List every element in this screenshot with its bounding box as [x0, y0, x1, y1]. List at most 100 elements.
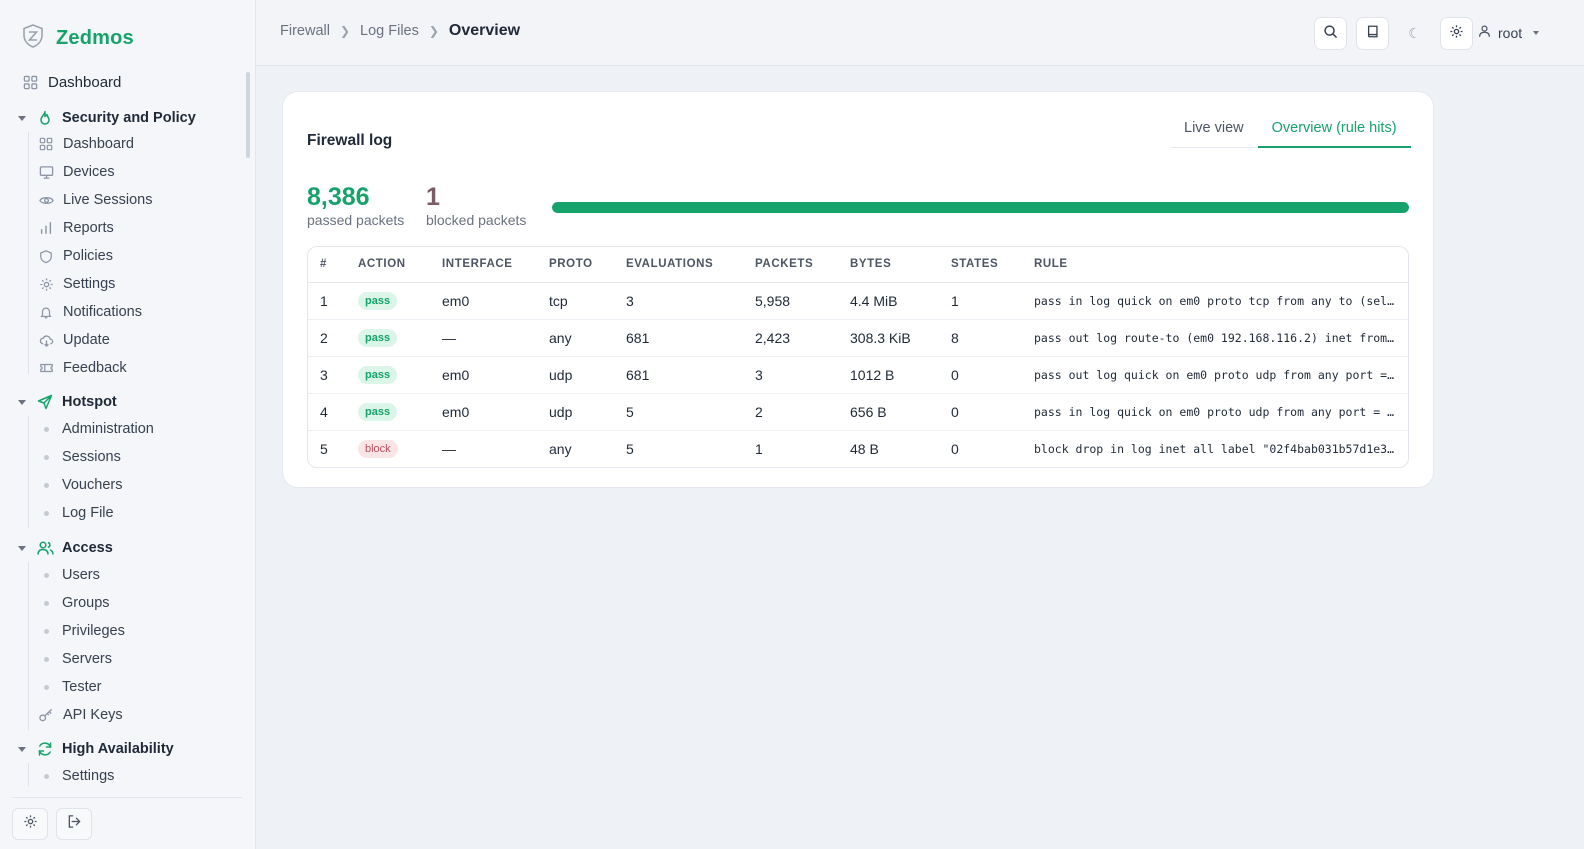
sidebar-item-devices[interactable]: Devices [38, 164, 115, 180]
action-badge: pass [358, 403, 398, 421]
action-cell: pass [346, 319, 430, 357]
sidebar-item-settings[interactable]: Settings [38, 276, 115, 292]
table-cell: 1 [939, 282, 1022, 320]
brand-name: Zedmos [56, 27, 134, 49]
blocked-stat: 1 blocked packets [426, 183, 526, 228]
sidebar-section-security-and-policy[interactable]: Security and Policy [18, 109, 196, 127]
sidebar-section-access[interactable]: Access [18, 539, 113, 557]
rule-hits-table: # ACTION INTERFACE PROTO EVALUATIONS PACKETS B… [307, 246, 1409, 468]
sidebar-item-privileges[interactable]: Privileges [44, 623, 125, 639]
table-row[interactable]: 4 pass em0 udp 5 2 656 B 0 pass in log quick on … [308, 393, 1408, 431]
logout-icon [67, 814, 82, 834]
sidebar-item-groups[interactable]: Groups [44, 595, 110, 611]
sidebar-item-users[interactable]: Users [44, 567, 100, 583]
column-header: BYTES [838, 247, 939, 283]
sidebar-section-hotspot[interactable]: Hotspot [18, 393, 117, 411]
sidebar-item-label: Notifications [63, 304, 142, 320]
gear-icon [38, 276, 54, 292]
tab-overview-rule-hits[interactable]: Overview (rule hits) [1257, 118, 1411, 148]
action-cell: pass [346, 282, 430, 320]
logout-button[interactable] [56, 808, 92, 840]
sidebar-item-log-file[interactable]: Log File [44, 505, 114, 521]
sidebar-item-administration[interactable]: Administration [44, 421, 154, 437]
breadcrumb: Firewall ❯ Log Files ❯ Overview [280, 22, 520, 40]
search-button[interactable] [1314, 17, 1347, 50]
sidebar-item-sessions[interactable]: Sessions [44, 449, 121, 465]
bullet-dot [44, 628, 49, 634]
action-cell: pass [346, 356, 430, 394]
column-header: STATES [939, 247, 1022, 283]
section-label: Hotspot [62, 394, 117, 410]
sidebar-settings-button[interactable] [12, 808, 48, 840]
breadcrumb-item-log-files[interactable]: Log Files [360, 23, 419, 39]
column-header: ACTION [346, 247, 430, 283]
sidebar-item-label: Dashboard [63, 136, 134, 152]
blocked-count: 1 [426, 183, 440, 211]
table-cell: 0 [951, 440, 959, 457]
sidebar-scrollbar[interactable] [246, 72, 250, 158]
table-row[interactable]: 2 pass — any 681 2,423 308.3 KiB 8 pass out log … [308, 319, 1408, 357]
sidebar: Zedmos Dashboard Security and Policy Das… [0, 0, 256, 849]
sidebar-item-tester[interactable]: Tester [44, 679, 102, 695]
table-cell: any [549, 440, 572, 457]
blocked-label: blocked packets [426, 212, 527, 228]
table-cell: em0 [430, 393, 537, 431]
sidebar-item-servers[interactable]: Servers [44, 651, 112, 667]
sidebar-item-label: Users [62, 567, 100, 583]
theme-toggle-button[interactable]: ☾ [1398, 17, 1431, 50]
chevron-right-icon: ❯ [428, 24, 439, 38]
sidebar-item-update[interactable]: Update [38, 332, 110, 348]
rule-cell: block drop in log inet all label "02f4ba… [1034, 441, 1408, 456]
sidebar-item-dashboard[interactable]: Dashboard [38, 136, 134, 152]
brand[interactable]: Zedmos [22, 24, 134, 53]
chevron-right-icon: ❯ [339, 24, 351, 38]
table-row[interactable]: 1 pass em0 tcp 3 5,958 4.4 MiB 1 pass in log qui… [308, 282, 1408, 320]
settings-button[interactable] [1440, 17, 1473, 50]
sidebar-item-ha-settings[interactable]: Settings [44, 768, 114, 784]
table-cell: 48 B [850, 440, 879, 457]
table-cell: 0 [939, 393, 1022, 431]
docs-button[interactable] [1356, 17, 1389, 50]
table-cell: 4 [308, 393, 346, 431]
gear-icon [1449, 24, 1464, 44]
column-header: # [308, 247, 346, 283]
sidebar-item-notifications[interactable]: Notifications [38, 304, 142, 320]
action-badge: block [358, 440, 398, 459]
sidebar-item-label: Administration [62, 421, 154, 437]
tree-line [28, 763, 29, 786]
sidebar-item-reports[interactable]: Reports [38, 220, 114, 236]
bullet-dot [44, 600, 49, 606]
user-menu[interactable]: root [1478, 24, 1540, 41]
tab-live-view[interactable]: Live view [1184, 120, 1244, 136]
table-cell: 1 [308, 282, 346, 320]
monitor-icon [38, 164, 54, 180]
sidebar-item-label: Policies [63, 248, 113, 264]
sidebar-item-label: Privileges [62, 623, 125, 639]
tree-line [28, 132, 29, 374]
bullet-dot [44, 684, 49, 690]
table-row[interactable]: 3 pass em0 udp 681 3 1012 B 0 pass out log quick… [308, 356, 1408, 394]
sidebar-item-label: Settings [63, 276, 116, 292]
column-header: RULE [1022, 247, 1408, 283]
bullet-dot [44, 426, 49, 432]
sidebar-item-vouchers[interactable]: Vouchers [44, 477, 122, 493]
sidebar-item-policies[interactable]: Policies [38, 248, 113, 264]
tree-line [28, 416, 29, 528]
passed-count: 8,386 [307, 183, 370, 211]
table-row[interactable]: 5 block — any 5 1 48 B 0 block drop in log inet … [308, 430, 1408, 467]
sidebar-item-api-keys[interactable]: API Keys [38, 707, 123, 723]
grid-icon [38, 136, 54, 152]
table-cell: udp [537, 393, 614, 431]
rule-cell: pass out log route-to (em0 192.168.116.2… [1022, 319, 1408, 357]
user-name: root [1498, 24, 1523, 41]
refresh-icon [36, 740, 54, 758]
column-header: INTERFACE [430, 247, 537, 283]
sidebar-item-label: Devices [63, 164, 115, 180]
sidebar-item-live-sessions[interactable]: Live Sessions [38, 192, 152, 208]
sidebar-item-label: Reports [63, 220, 114, 236]
sidebar-item-feedback[interactable]: Feedback [38, 360, 127, 376]
breadcrumb-item-firewall[interactable]: Firewall [280, 23, 330, 39]
top-header: Firewall ❯ Log Files ❯ Overview ☾ root [256, 0, 1584, 66]
sidebar-section-high-availability[interactable]: High Availability [18, 740, 174, 758]
sidebar-item-dashboard[interactable]: Dashboard [22, 74, 121, 91]
